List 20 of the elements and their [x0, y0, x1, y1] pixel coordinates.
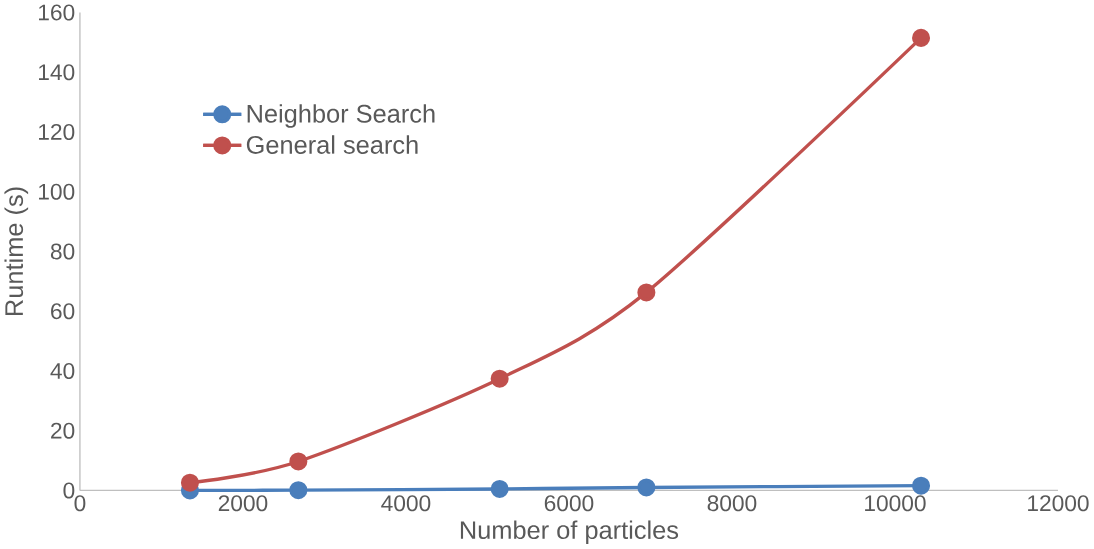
- x-tick-label: 12000: [1028, 495, 1089, 512]
- x-tick-label: 10000: [865, 495, 926, 512]
- x-tick-label: 8000: [707, 495, 757, 512]
- x-tick-label: 4000: [381, 495, 431, 512]
- x-tick-label: 0: [74, 495, 86, 512]
- y-tick-label: 40: [50, 363, 75, 380]
- y-tick-label: 100: [39, 183, 75, 200]
- x-axis-title: Number of particles: [460, 520, 679, 545]
- y-tick-label: 160: [39, 4, 75, 21]
- y-tick-label: 0: [63, 482, 75, 499]
- legend-label: Neighbor Search: [247, 104, 435, 129]
- y-tick-label: 120: [39, 124, 75, 141]
- x-tick-label: 2000: [218, 495, 268, 512]
- y-tick-label: 80: [50, 243, 75, 260]
- y-tick-label: 20: [51, 422, 75, 439]
- y-tick-label: 60: [51, 303, 75, 320]
- y-tick-label: 140: [39, 64, 75, 81]
- x-tick-label: 6000: [544, 495, 594, 512]
- legend-label: General search: [246, 135, 418, 155]
- y-axis-title: Runtime (s): [4, 187, 29, 316]
